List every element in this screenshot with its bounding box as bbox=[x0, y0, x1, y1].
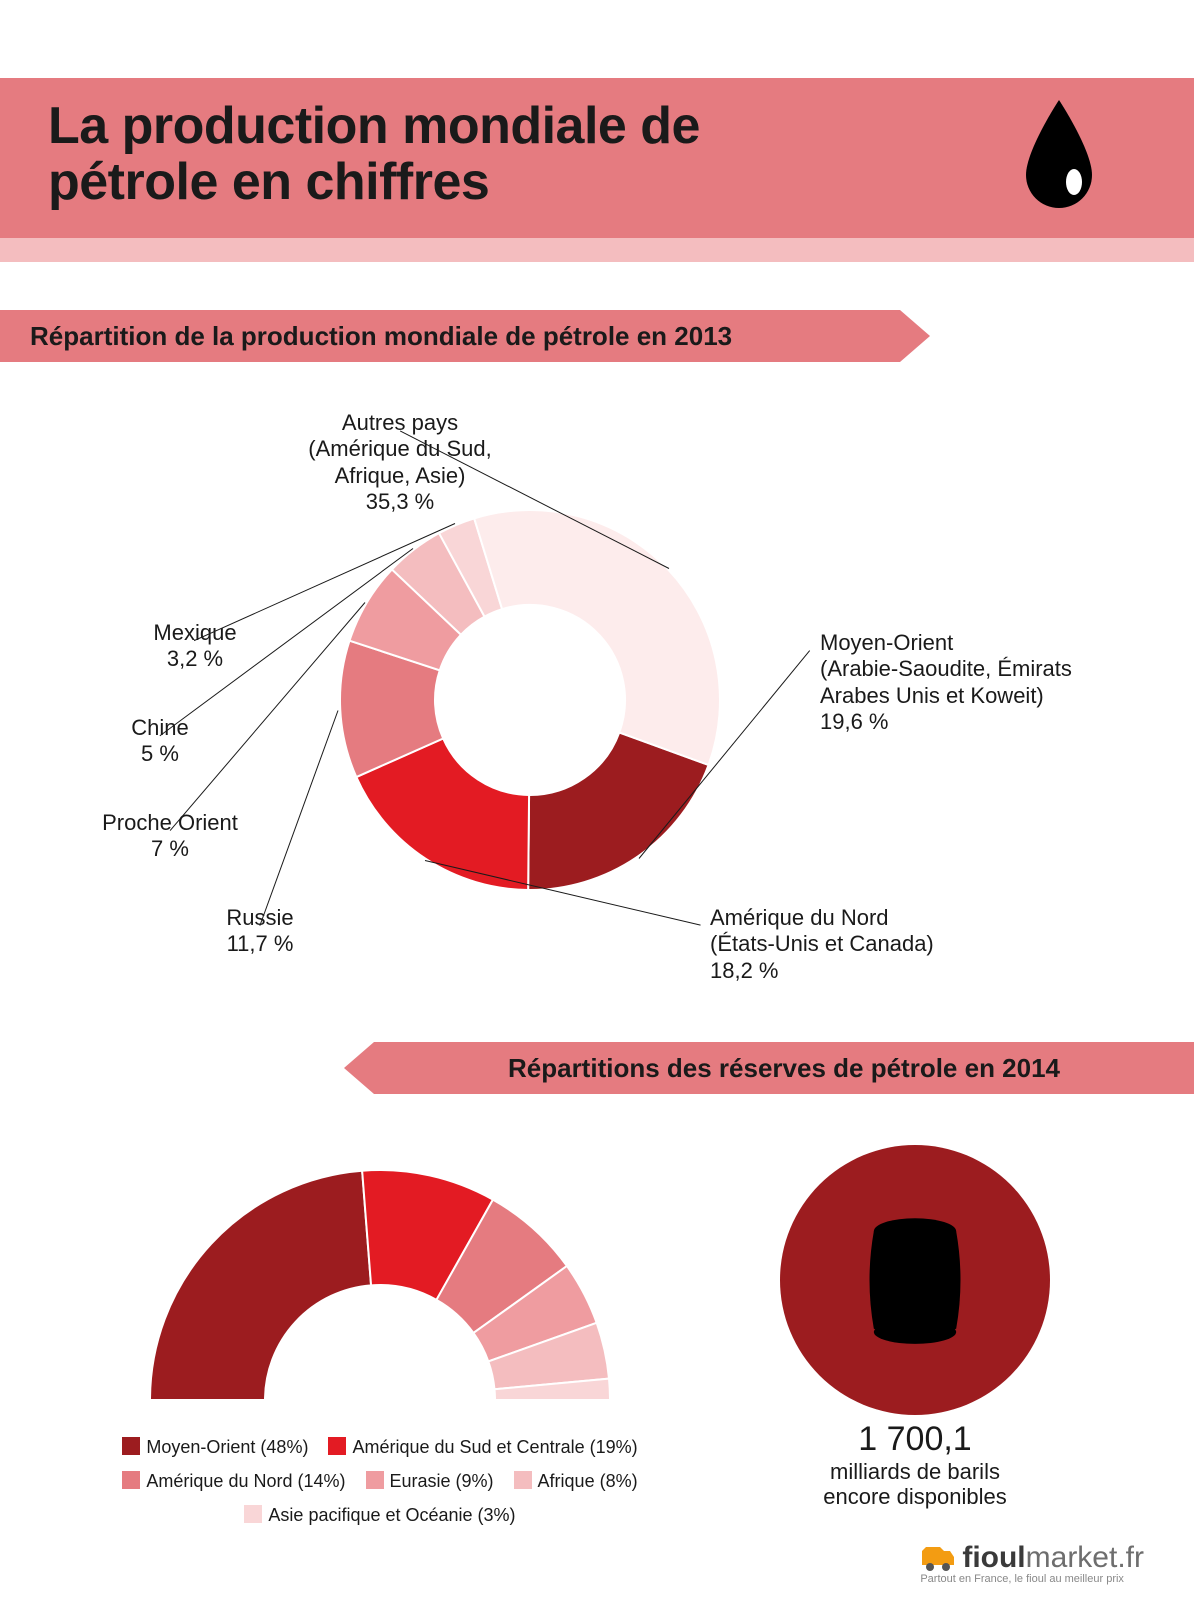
legend-swatch bbox=[122, 1471, 140, 1489]
legend-item: Amérique du Sud et Centrale (19%) bbox=[328, 1430, 637, 1464]
legend-swatch bbox=[244, 1505, 262, 1523]
legend-item: Amérique du Nord (14%) bbox=[122, 1464, 345, 1498]
truck-icon bbox=[920, 1543, 956, 1573]
page-title: La production mondiale de pétrole en chi… bbox=[48, 98, 700, 210]
legend-item: Moyen-Orient (48%) bbox=[122, 1430, 308, 1464]
barrel-line2: encore disponibles bbox=[775, 1484, 1055, 1509]
legend-item: Afrique (8%) bbox=[514, 1464, 638, 1498]
legend-swatch bbox=[366, 1471, 384, 1489]
slice-label: Proche Orient7 % bbox=[102, 810, 238, 863]
legend-swatch bbox=[122, 1437, 140, 1455]
ribbon-tail-icon bbox=[900, 310, 930, 362]
section2-ribbon: Répartitions des réserves de pétrole en … bbox=[374, 1042, 1194, 1094]
barrel-stat-circle bbox=[780, 1145, 1050, 1415]
section1-ribbon: Répartition de la production mondiale de… bbox=[0, 310, 900, 362]
legend-item: Eurasie (9%) bbox=[366, 1464, 494, 1498]
footer-logo: fioulmarket.fr Partout en France, le fio… bbox=[920, 1541, 1144, 1585]
section2-title: Répartitions des réserves de pétrole en … bbox=[508, 1053, 1060, 1084]
reserves-halfdonut-chart bbox=[150, 1170, 610, 1409]
brand-rest: market.fr bbox=[1026, 1541, 1144, 1574]
barrel-line1: milliards de barils bbox=[775, 1459, 1055, 1484]
slice-label: Russie11,7 % bbox=[226, 905, 293, 958]
title-line1: La production mondiale de bbox=[48, 97, 700, 155]
title-line2: pétrole en chiffres bbox=[48, 153, 489, 211]
footer-tagline: Partout en France, le fioul au meilleur … bbox=[920, 1573, 1144, 1585]
legend-item: Asie pacifique et Océanie (3%) bbox=[244, 1498, 515, 1532]
ribbon-tail-icon bbox=[344, 1042, 374, 1094]
brand-text: fioulmarket.fr bbox=[962, 1541, 1144, 1575]
brand-bold: fioul bbox=[962, 1541, 1025, 1574]
slice-label: Amérique du Nord(États-Unis et Canada)18… bbox=[710, 905, 934, 984]
slice-label: Mexique3,2 % bbox=[153, 620, 236, 673]
legend-swatch bbox=[514, 1471, 532, 1489]
barrel-number: 1 700,1 bbox=[775, 1420, 1055, 1459]
barrel-caption: 1 700,1 milliards de barils encore dispo… bbox=[775, 1420, 1055, 1510]
slice-label: Chine5 % bbox=[131, 715, 188, 768]
barrel-icon bbox=[860, 1215, 970, 1345]
oil-drop-icon bbox=[1014, 100, 1104, 210]
slice-label: Moyen-Orient(Arabie-Saoudite, ÉmiratsAra… bbox=[820, 630, 1072, 736]
production-donut-chart bbox=[340, 510, 720, 890]
header-band-light bbox=[0, 238, 1194, 262]
section1-title: Répartition de la production mondiale de… bbox=[30, 321, 732, 352]
reserves-legend: Moyen-Orient (48%) Amérique du Sud et Cen… bbox=[40, 1430, 720, 1533]
legend-swatch bbox=[328, 1437, 346, 1455]
leader-line bbox=[260, 710, 339, 926]
